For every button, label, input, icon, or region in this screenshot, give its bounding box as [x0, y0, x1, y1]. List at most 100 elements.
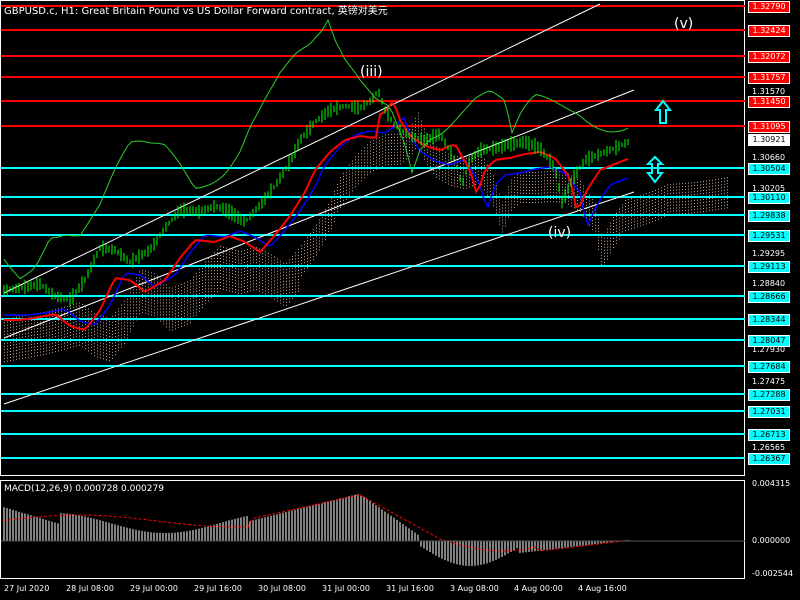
cloud-dot: [304, 253, 305, 255]
cloud-dot: [64, 342, 65, 344]
cloud-dot: [670, 192, 671, 194]
cloud-dot: [376, 153, 377, 155]
cloud-dot: [400, 145, 401, 147]
cloud-dot: [88, 317, 89, 319]
time-axis-label: 29 Jul 16:00: [194, 584, 242, 593]
cloud-dot: [388, 143, 389, 145]
cloud-dot: [118, 329, 119, 331]
cloud-dot: [697, 193, 698, 195]
cloud-dot: [232, 279, 233, 281]
cloud-dot: [493, 187, 494, 189]
cloud-dot: [262, 262, 263, 264]
cloud-dot: [19, 355, 20, 357]
cloud-dot: [289, 286, 290, 288]
cloud-dot: [553, 183, 554, 185]
cloud-dot: [448, 183, 449, 185]
cloud-dot: [109, 330, 110, 332]
cloud-dot: [430, 159, 431, 161]
cloud-dot: [439, 175, 440, 177]
cloud-dot: [70, 313, 71, 315]
cloud-dot: [724, 192, 725, 194]
cloud-dot: [388, 152, 389, 154]
cloud-dot: [37, 343, 38, 345]
cloud-dot: [331, 222, 332, 224]
cloud-dot: [694, 203, 695, 205]
cloud-dot: [301, 275, 302, 277]
cloud-dot: [22, 321, 23, 323]
cloud-dot: [316, 254, 317, 256]
cloud-dot: [178, 324, 179, 326]
cloud-dot: [382, 147, 383, 149]
cloud-dot: [127, 328, 128, 330]
cloud-dot: [100, 351, 101, 353]
cloud-dot: [319, 237, 320, 239]
cloud-dot: [406, 137, 407, 139]
cloud-dot: [130, 322, 131, 324]
cloud-dot: [121, 346, 122, 348]
cloud-dot: [205, 294, 206, 296]
cloud-dot: [229, 257, 230, 259]
channel-mid-line[interactable]: [3, 89, 635, 339]
cloud-dot: [169, 326, 170, 328]
cloud-dot: [640, 198, 641, 200]
cloud-dot: [55, 321, 56, 323]
cloud-dot: [445, 175, 446, 177]
cloud-dot: [10, 351, 11, 353]
cloud-dot: [121, 313, 122, 315]
cloud-dot: [268, 252, 269, 254]
cloud-dot: [139, 289, 140, 291]
channel-bottom-line[interactable]: [3, 191, 635, 405]
cloud-dot: [556, 198, 557, 200]
cloud-dot: [217, 267, 218, 269]
cloud-dot: [205, 279, 206, 281]
cloud-dot: [364, 171, 365, 173]
cloud-dot: [55, 336, 56, 338]
cloud-dot: [76, 333, 77, 335]
cloud-dot: [328, 227, 329, 229]
cloud-dot: [421, 120, 422, 122]
cloud-dot: [649, 195, 650, 197]
cloud-dot: [19, 325, 20, 327]
cloud-dot: [514, 188, 515, 190]
cloud-dot: [43, 345, 44, 347]
cloud-dot: [43, 333, 44, 335]
cloud-dot: [319, 231, 320, 233]
cloud-dot: [256, 274, 257, 276]
cloud-dot: [259, 287, 260, 289]
cloud-dot: [253, 289, 254, 291]
cloud-dot: [601, 248, 602, 250]
cloud-dot: [88, 329, 89, 331]
cloud-dot: [358, 159, 359, 161]
cloud-dot: [709, 207, 710, 209]
cloud-dot: [529, 201, 530, 203]
cloud-dot: [55, 309, 56, 311]
cloud-dot: [127, 310, 128, 312]
cloud-dot: [292, 285, 293, 287]
cloud-dot: [586, 208, 587, 210]
cloud-dot: [61, 337, 62, 339]
cloud-dot: [535, 181, 536, 183]
cloud-dot: [28, 329, 29, 331]
cloud-dot: [46, 323, 47, 325]
cloud-dot: [553, 198, 554, 200]
cloud-dot: [169, 287, 170, 289]
cloud-dot: [262, 289, 263, 291]
cloud-dot: [556, 192, 557, 194]
trend-channel[interactable]: [3, 3, 635, 405]
cloud-dot: [151, 302, 152, 304]
cloud-dot: [721, 187, 722, 189]
cloud-dot: [316, 242, 317, 244]
cloud-dot: [652, 206, 653, 208]
cloud-dot: [538, 192, 539, 194]
cloud-dot: [199, 268, 200, 270]
cloud-dot: [400, 154, 401, 156]
cloud-dot: [271, 269, 272, 271]
cloud-dot: [283, 280, 284, 282]
cloud-dot: [424, 131, 425, 133]
cloud-dot: [517, 186, 518, 188]
cloud-dot: [667, 211, 668, 213]
cloud-dot: [157, 278, 158, 280]
support-resistance-lines[interactable]: [1, 5, 745, 459]
cloud-dot: [175, 328, 176, 330]
